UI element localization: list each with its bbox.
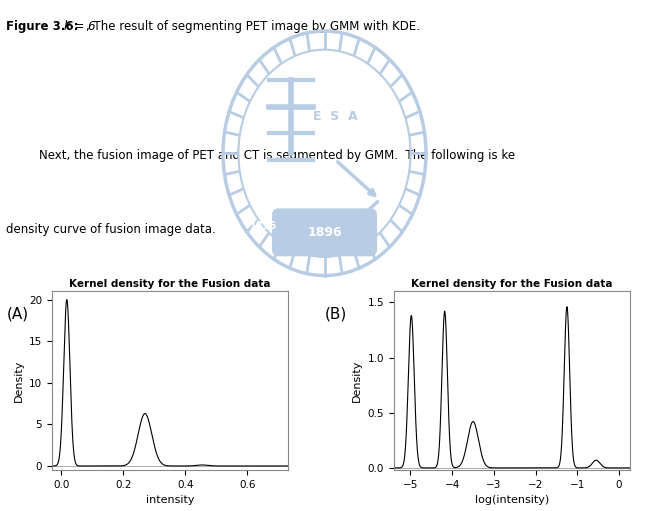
X-axis label: intensity: intensity bbox=[145, 495, 194, 505]
Title: Kernel density for the Fusion data: Kernel density for the Fusion data bbox=[69, 279, 271, 289]
FancyBboxPatch shape bbox=[273, 209, 376, 256]
Title: Kernel density for the Fusion data: Kernel density for the Fusion data bbox=[411, 279, 613, 289]
Text: 1896: 1896 bbox=[251, 221, 277, 231]
Text: , The result of segmenting PET image by GMM with KDE.: , The result of segmenting PET image by … bbox=[86, 20, 421, 33]
Text: 1896: 1896 bbox=[307, 226, 342, 239]
Text: k = 6: k = 6 bbox=[64, 20, 95, 33]
Text: Figure 3.6:: Figure 3.6: bbox=[6, 20, 79, 33]
Text: Next, the fusion image of PET and CT is segmented by GMM.  The following is ke: Next, the fusion image of PET and CT is … bbox=[39, 149, 515, 162]
Text: (A): (A) bbox=[6, 307, 29, 321]
Text: (B): (B) bbox=[324, 307, 347, 321]
Text: density curve of fusion image data.: density curve of fusion image data. bbox=[6, 223, 216, 236]
X-axis label: log(intensity): log(intensity) bbox=[474, 495, 549, 505]
Text: 1896: 1896 bbox=[309, 221, 340, 231]
Y-axis label: Density: Density bbox=[352, 360, 362, 402]
Text: E  S  A: E S A bbox=[313, 109, 358, 123]
Y-axis label: Density: Density bbox=[14, 360, 23, 402]
